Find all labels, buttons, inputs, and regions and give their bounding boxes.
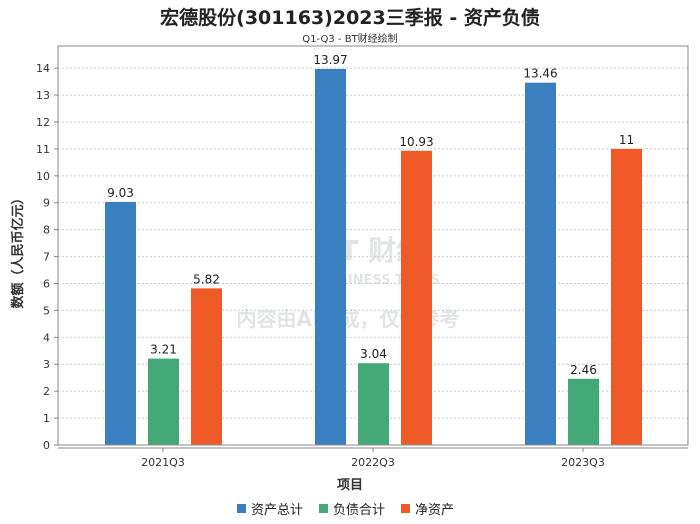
data-label: 9.03 (107, 186, 134, 200)
legend: 资产总计 负债合计 净资产 (237, 503, 454, 518)
legend-label: 负债合计 (333, 503, 385, 518)
y-tick-label: 6 (43, 277, 50, 290)
bar (105, 201, 136, 445)
y-tick-label: 3 (43, 358, 50, 371)
y-tick-label: 13 (36, 89, 50, 102)
bar (148, 358, 179, 445)
bar (525, 82, 556, 445)
bar (358, 363, 389, 445)
y-tick-label: 0 (43, 439, 50, 452)
chart-title: 宏德股份(301163)2023三季报 - 资产负债 (160, 6, 540, 29)
x-tick-label: 2023Q3 (561, 456, 605, 469)
x-tick-label: 2022Q3 (351, 456, 395, 469)
y-tick-label: 2 (43, 385, 50, 398)
legend-swatch (237, 504, 246, 513)
data-label: 13.97 (313, 53, 347, 67)
y-tick-label: 7 (43, 251, 50, 264)
y-tick-label: 9 (43, 197, 50, 210)
y-tick-label: 11 (36, 143, 50, 156)
plot-frame (57, 45, 689, 446)
data-label: 5.82 (193, 272, 220, 286)
legend-swatch (319, 504, 328, 513)
data-label: 11 (619, 133, 634, 147)
legend-label: 净资产 (415, 503, 454, 518)
bar (315, 68, 346, 445)
data-label: 10.93 (399, 135, 433, 149)
bar (611, 148, 642, 445)
y-tick-label: 12 (36, 116, 50, 129)
data-label: 13.46 (523, 67, 557, 81)
y-tick-label: 14 (36, 62, 50, 75)
x-axis-label: 项目 (337, 478, 363, 493)
bars: 9.03 3.21 5.82 13.97 3.04 10.93 13.46 2.46 11 (105, 53, 642, 445)
data-label: 3.04 (360, 347, 387, 361)
y-tick-label: 4 (43, 331, 50, 344)
y-tick-label: 8 (43, 224, 50, 237)
y-tick-label: 5 (43, 304, 50, 317)
legend-swatch (401, 504, 410, 513)
legend-label: 资产总计 (251, 503, 303, 518)
chart-subtitle: Q1-Q3 - BT财经绘制 (302, 32, 397, 45)
bar (401, 150, 432, 445)
y-tick-label: 10 (36, 170, 50, 183)
bar (191, 288, 222, 445)
bar (568, 378, 599, 445)
y-axis-label: 数额（人民币亿元） (10, 191, 26, 308)
x-tick-label: 2021Q3 (141, 456, 185, 469)
data-label: 2.46 (570, 363, 597, 377)
y-tick-label: 1 (43, 412, 50, 425)
data-label: 3.21 (150, 343, 177, 357)
